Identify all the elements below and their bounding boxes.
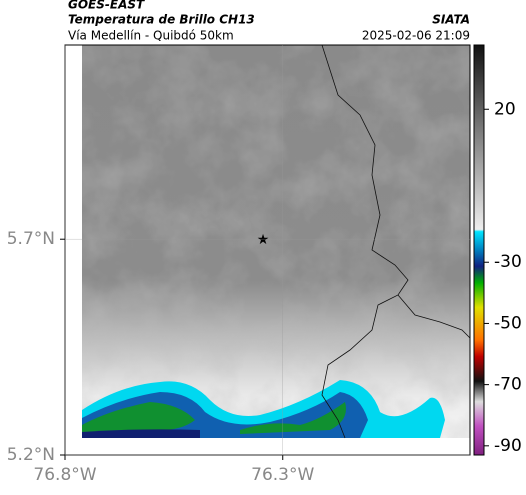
timestamp: 2025-02-06 21:09 bbox=[362, 29, 470, 43]
title: GOES-EAST bbox=[68, 0, 145, 12]
border bbox=[397, 294, 471, 339]
border bbox=[321, 44, 409, 439]
source: SIATA bbox=[432, 13, 470, 27]
y-tick-label: 5.2°N bbox=[7, 445, 55, 465]
route: Vía Medellín - Quibdó 50km bbox=[68, 29, 234, 43]
colorbar-label: -90 bbox=[494, 436, 522, 456]
colorbar-label: -30 bbox=[494, 252, 522, 272]
colorbar-label: -50 bbox=[494, 313, 522, 333]
subtitle: Temperatura de Brillo CH13 bbox=[68, 13, 255, 27]
colorbar bbox=[473, 44, 485, 456]
satellite-image bbox=[82, 45, 470, 438]
y-tick-label: 5.7°N bbox=[7, 229, 55, 249]
x-tick-label: 76.8°W bbox=[33, 465, 96, 485]
colorbar-label: -70 bbox=[494, 375, 522, 395]
colorbar-label: 20 bbox=[494, 99, 516, 119]
x-tick-label: 76.3°W bbox=[251, 465, 314, 485]
location-marker: ★ bbox=[257, 232, 270, 248]
